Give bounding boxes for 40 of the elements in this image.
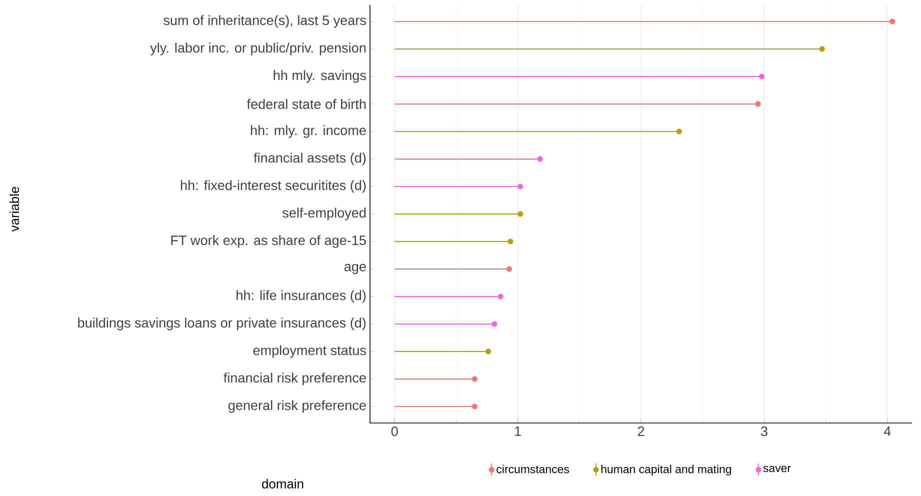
point (492, 321, 498, 327)
point (537, 156, 543, 162)
point (890, 18, 896, 24)
y-tick-label: FT work exp. as share of age-15 (171, 235, 366, 248)
y-axis-title: variable (10, 186, 20, 232)
x-tick-label: 4 (884, 426, 891, 436)
y-tick-label: sum of inheritance(s), last 5 years (164, 15, 366, 28)
point (508, 238, 514, 244)
point (517, 184, 524, 190)
point (472, 376, 478, 382)
point (485, 348, 492, 354)
y-tick-label: hh mly. savings (274, 70, 366, 83)
point (819, 46, 825, 52)
legend-title: domain (262, 478, 304, 488)
y-tick-label: federal state of birth (246, 99, 366, 109)
point (676, 128, 682, 134)
y-tick-label: age (344, 264, 366, 274)
point (472, 404, 478, 410)
x-tick-label: 0 (391, 426, 398, 436)
legend-label: saver (763, 466, 791, 472)
x-tick-label: 2 (638, 426, 644, 436)
y-tick-label: hh: life insurances (d) (236, 290, 366, 303)
point (758, 74, 765, 80)
point (498, 294, 504, 300)
y-tick-label: yly. labor inc. or public/priv. pension (150, 42, 366, 56)
point (755, 101, 761, 107)
point (506, 266, 512, 272)
y-tick-label: financial risk preference (224, 372, 366, 386)
y-tick-label: self-employed (282, 208, 366, 220)
legend-label: human capital and mating (601, 464, 732, 476)
y-tick-label: hh: fixed-interest securitites (d) (180, 180, 366, 193)
point (517, 211, 524, 217)
y-tick-label: general risk preference (228, 400, 366, 413)
y-tick-label: financial assets (d) (254, 152, 366, 166)
y-tick-label: employment status (253, 345, 366, 358)
legend-label: circumstances (496, 464, 569, 474)
y-tick-label: buildings savings loans or private insurances (d) (78, 318, 366, 330)
x-tick-label: 1 (515, 426, 521, 436)
x-tick-label: 3 (760, 426, 768, 436)
y-tick-label: hh: mly. gr. income (250, 125, 366, 138)
